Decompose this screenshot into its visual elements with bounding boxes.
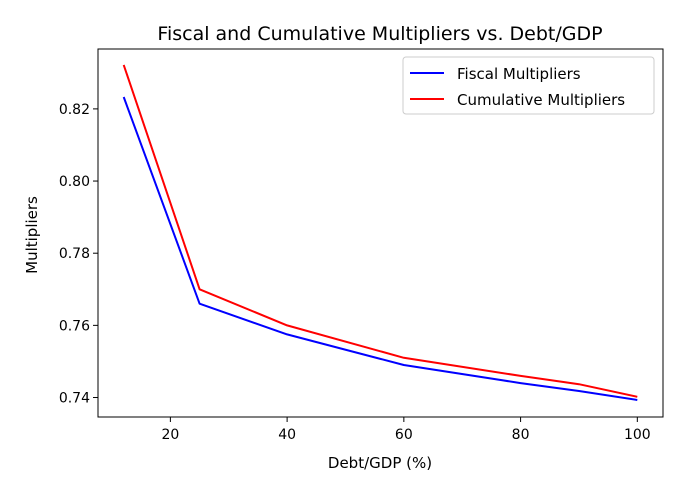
- legend-label-cumulative: Cumulative Multipliers: [457, 91, 625, 109]
- y-axis-ticks: 0.74 0.76 0.78 0.80 0.82: [59, 102, 98, 407]
- x-axis-label: Debt/GDP (%): [328, 454, 432, 472]
- x-tick-label: 20: [161, 427, 179, 443]
- chart-title: Fiscal and Cumulative Multipliers vs. De…: [157, 23, 602, 45]
- series-layer: [122, 64, 638, 401]
- series-line-cumulative: [122, 64, 638, 398]
- y-tick-label: 0.78: [59, 246, 90, 262]
- y-tick-label: 0.80: [59, 174, 90, 190]
- y-tick-label: 0.82: [59, 102, 90, 118]
- legend-box: [402, 56, 655, 115]
- y-tick-label: 0.74: [59, 391, 90, 407]
- plot-frame: [97, 48, 664, 418]
- x-axis-ticks: 20 40 60 80 100: [161, 417, 651, 443]
- series-line-fiscal: [122, 96, 638, 401]
- legend: Fiscal Multipliers Cumulative Multiplier…: [402, 56, 655, 115]
- x-tick-label: 60: [395, 427, 413, 443]
- y-tick-label: 0.76: [59, 318, 90, 334]
- y-axis-label: Multipliers: [23, 196, 41, 274]
- legend-label-fiscal: Fiscal Multipliers: [457, 65, 581, 83]
- x-tick-label: 80: [512, 427, 530, 443]
- x-tick-label: 100: [624, 427, 651, 443]
- x-tick-label: 40: [278, 427, 296, 443]
